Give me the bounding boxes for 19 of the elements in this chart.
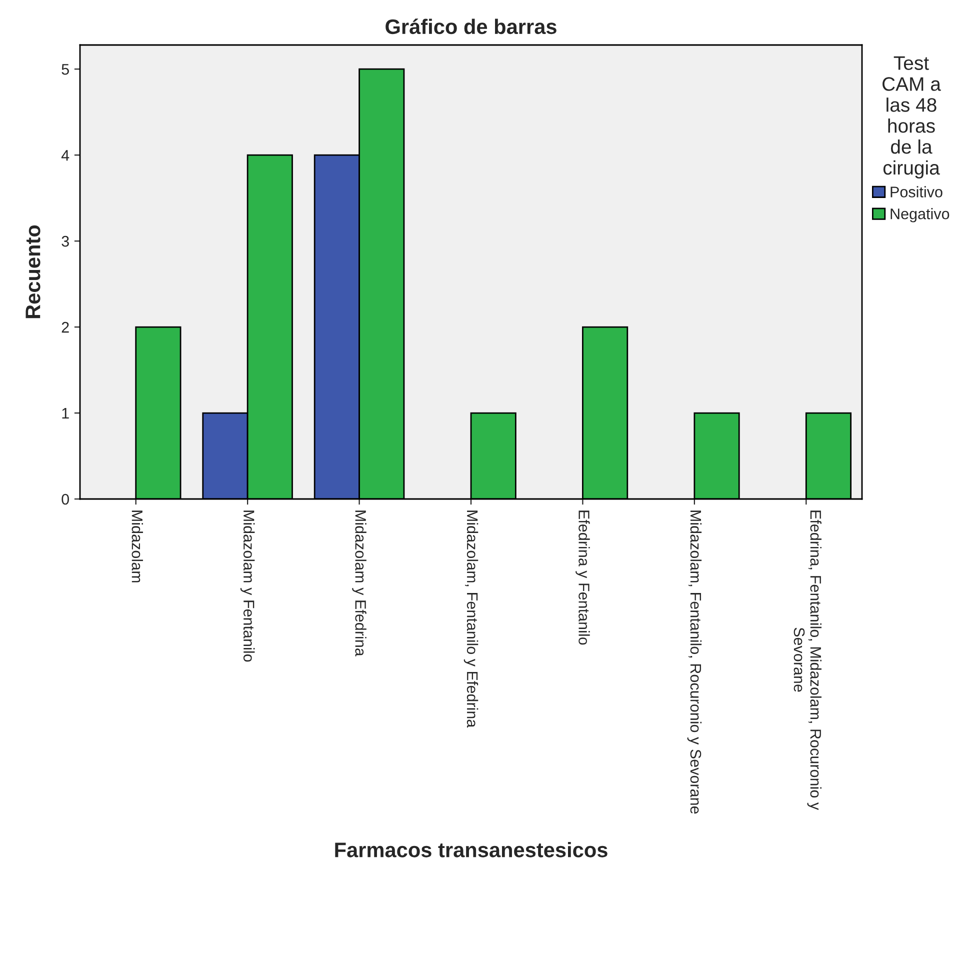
y-tick-label: 1 xyxy=(62,408,69,419)
x-axis-title: Farmacos transanestesicos xyxy=(335,842,608,858)
y-tick-label: 3 xyxy=(62,236,69,247)
legend-label: Positivo xyxy=(890,186,942,198)
x-tick-label: Efedrina, Fentanilo, Midazolam, Rocuronio y Sevorane xyxy=(794,510,822,810)
y-axis-title: Recuento xyxy=(26,225,40,318)
x-tick-label: Midazolam xyxy=(132,510,143,582)
y-tick-label: 0 xyxy=(62,494,69,505)
legend-label: Negativo xyxy=(890,208,950,222)
x-tick-label: Efedrina y Fentanilo xyxy=(576,510,590,645)
y-tick-label: 5 xyxy=(62,64,69,75)
y-tick-label: 2 xyxy=(62,322,69,333)
chart-title: Gráfico de barras xyxy=(386,18,556,34)
x-tick-label: Midazolam, Fentanilo, Rocuronio y Sevorane xyxy=(687,510,702,814)
x-tick-label: Midazolam y Fentanilo xyxy=(240,510,255,662)
y-tick-label: 4 xyxy=(61,150,70,161)
x-tick-label: Midazolam y Efedrina xyxy=(352,510,366,656)
legend-title: Test CAM a las 48 horas de la cirugia xyxy=(882,56,941,179)
x-tick-label: Midazolam, Fentanilo y Efedrina xyxy=(464,510,478,728)
